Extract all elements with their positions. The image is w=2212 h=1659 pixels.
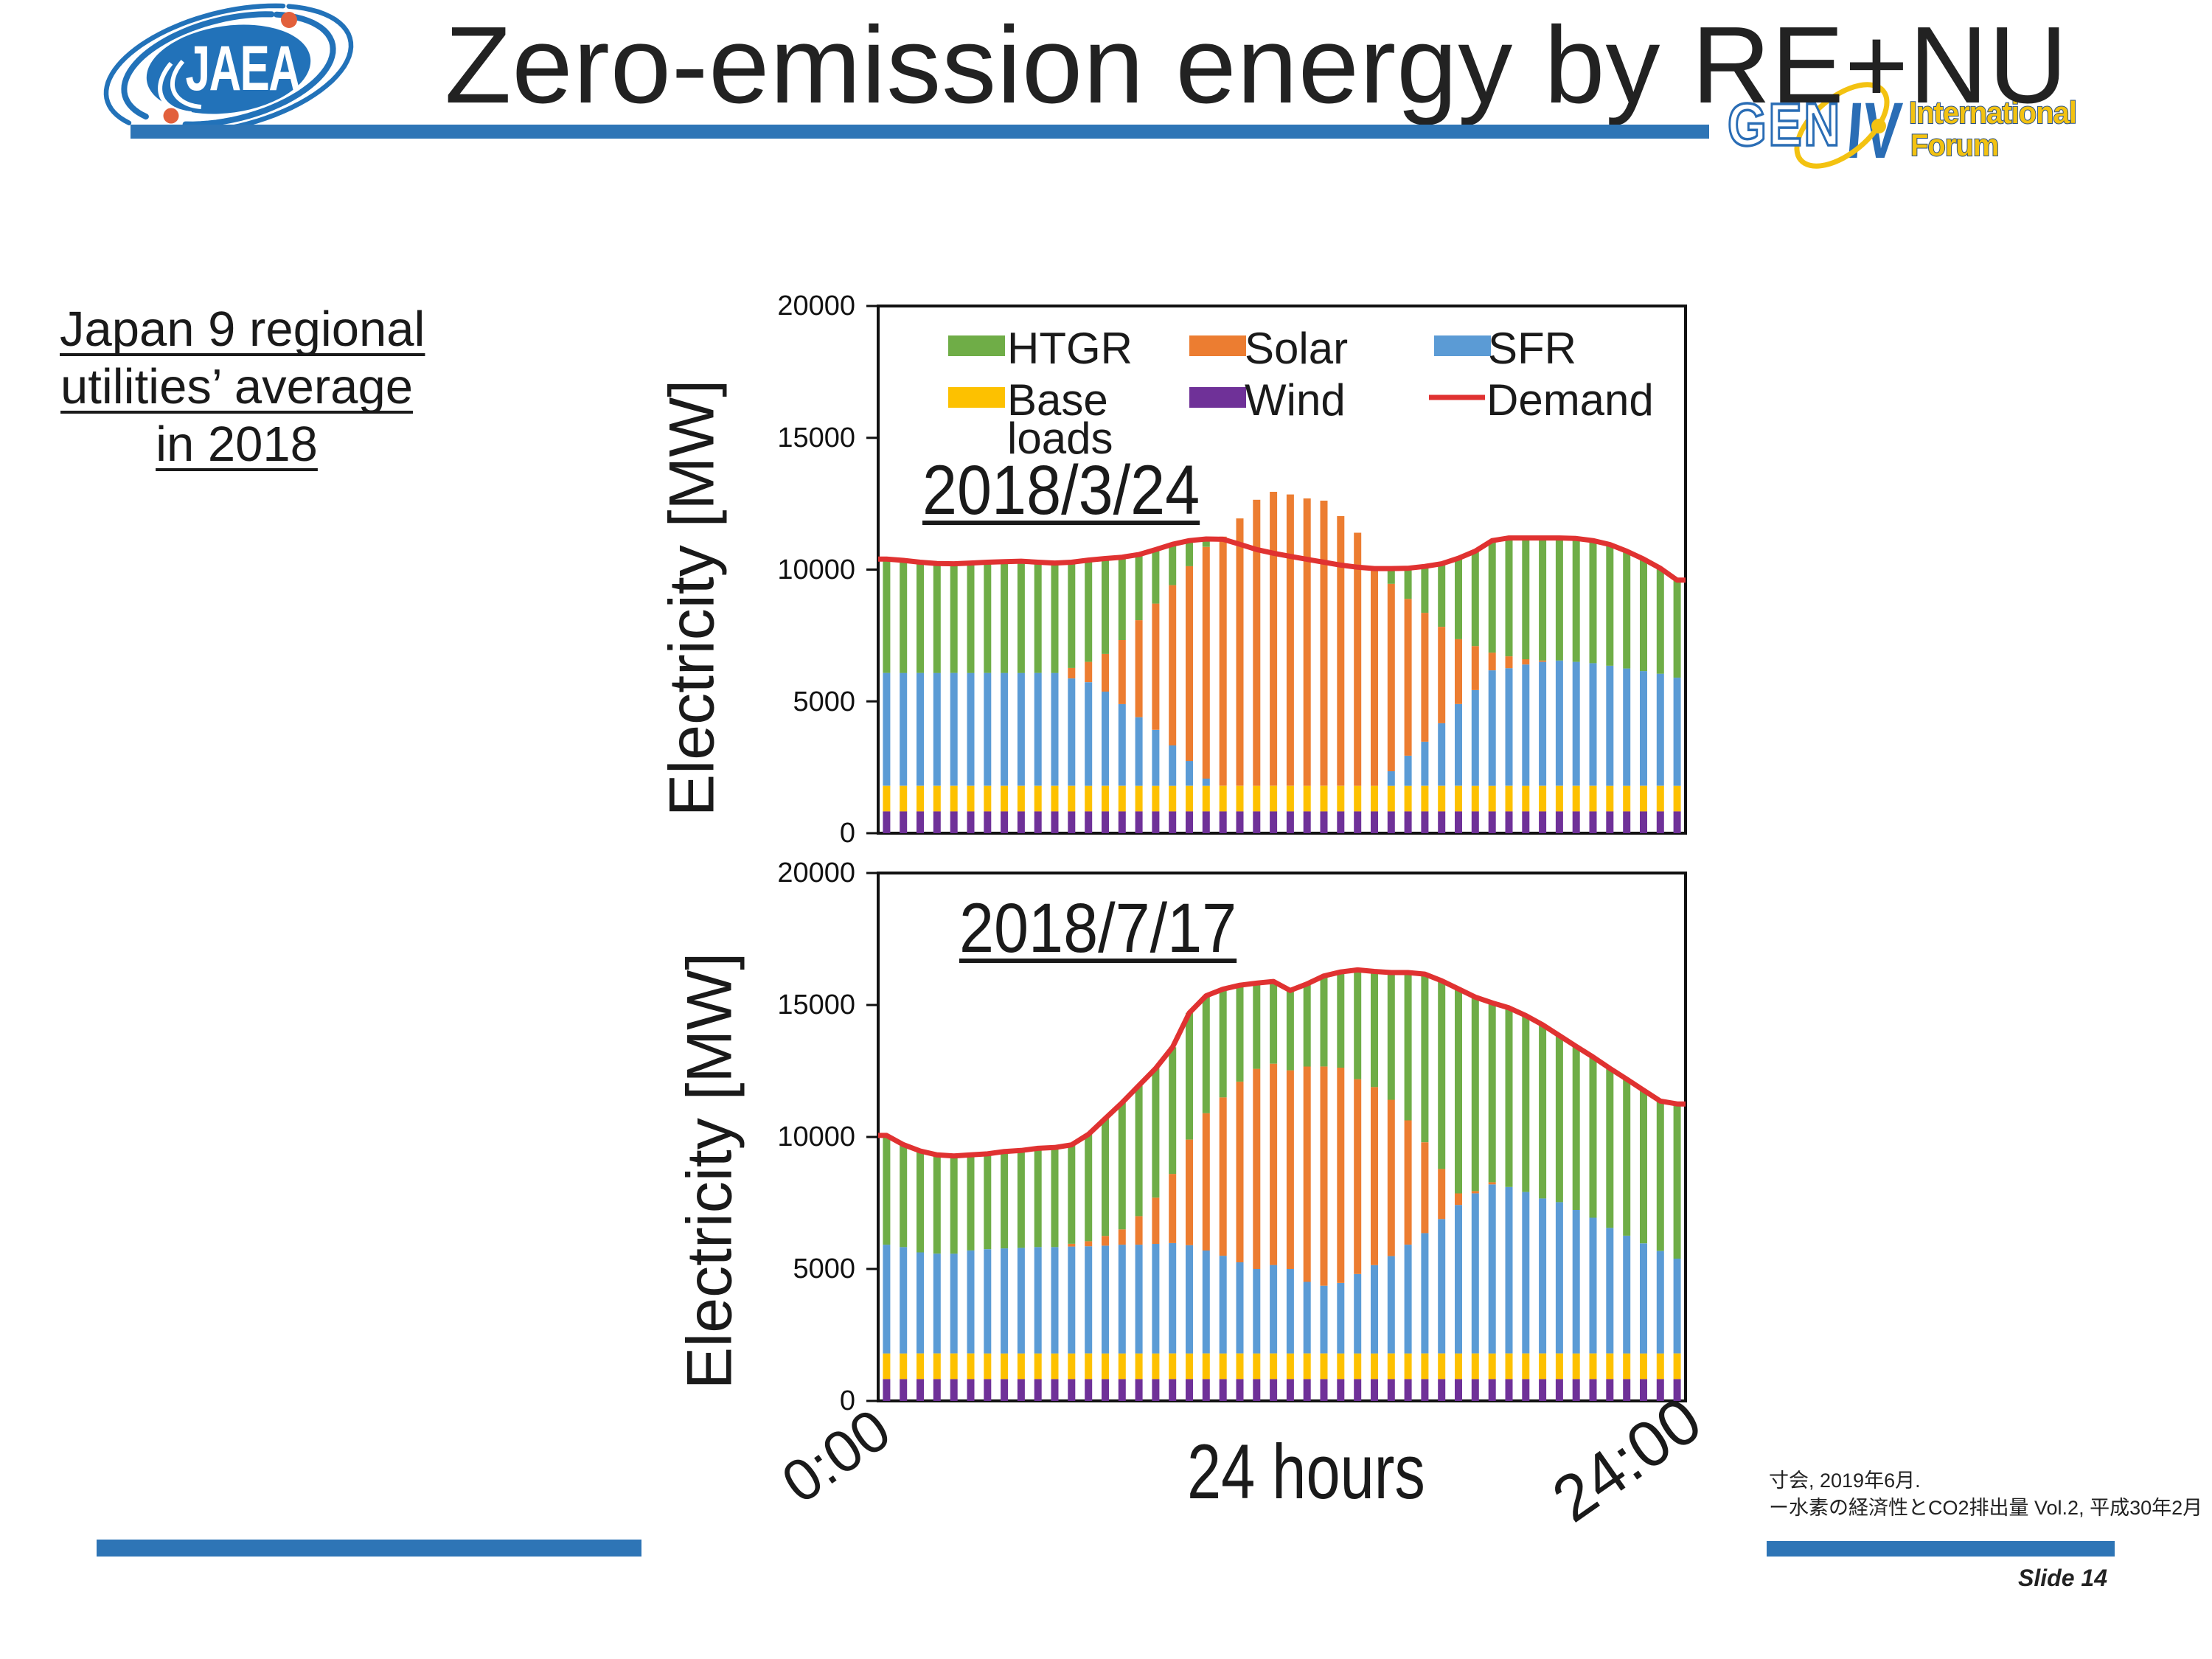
svg-text:International: International <box>1909 95 2076 130</box>
svg-text:JAEA: JAEA <box>186 32 300 103</box>
svg-text:GEN: GEN <box>1728 91 1842 158</box>
svg-text:Forum: Forum <box>1910 128 1998 162</box>
